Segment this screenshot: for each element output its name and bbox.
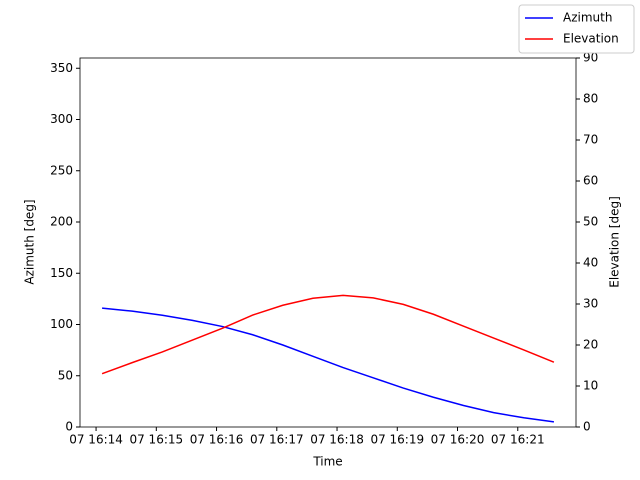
line: [101, 294, 555, 375]
y2-tick-label: 80: [583, 92, 598, 106]
x-tick-label: 07 16:17: [250, 433, 304, 447]
y-axis-label: Azimuth [deg]: [23, 199, 37, 284]
x-tick-label: 07 16:16: [190, 433, 244, 447]
x-tick-label: 07 16:18: [310, 433, 364, 447]
legend-label: Azimuth: [563, 11, 612, 25]
y-tick-label: 300: [50, 112, 73, 126]
y2-tick-label: 60: [583, 174, 598, 188]
y-tick-label: 200: [50, 215, 73, 229]
y-tick-label: 150: [50, 266, 73, 280]
y2-axis-label: Elevation [deg]: [608, 196, 622, 288]
y2-tick-label: 10: [583, 379, 598, 393]
y-tick-label: 250: [50, 163, 73, 177]
x-tick-label: 07 16:19: [370, 433, 424, 447]
y-tick-label: 50: [58, 368, 73, 382]
y-tick-label: 100: [50, 317, 73, 331]
line: [102, 307, 555, 423]
y-tick-label: 350: [50, 61, 73, 75]
y2-tick-label: 0: [583, 420, 591, 434]
y2-tick-label: 20: [583, 338, 598, 352]
x-axis-label: Time: [312, 455, 342, 469]
x-tick-label: 07 16:15: [129, 433, 183, 447]
x-tick-label: 07 16:21: [491, 433, 545, 447]
y2-tick-label: 40: [583, 256, 598, 270]
y2-tick-label: 70: [583, 133, 598, 147]
y2-tick-label: 90: [583, 51, 598, 65]
y2-tick-label: 30: [583, 297, 598, 311]
y-tick-label: 0: [65, 420, 73, 434]
plot-frame: [79, 57, 577, 428]
legend-box: [518, 4, 635, 54]
y2-tick-label: 50: [583, 215, 598, 229]
x-tick-label: 07 16:20: [431, 433, 485, 447]
legend-label: Elevation: [563, 32, 619, 46]
x-tick-label: 07 16:14: [69, 433, 123, 447]
